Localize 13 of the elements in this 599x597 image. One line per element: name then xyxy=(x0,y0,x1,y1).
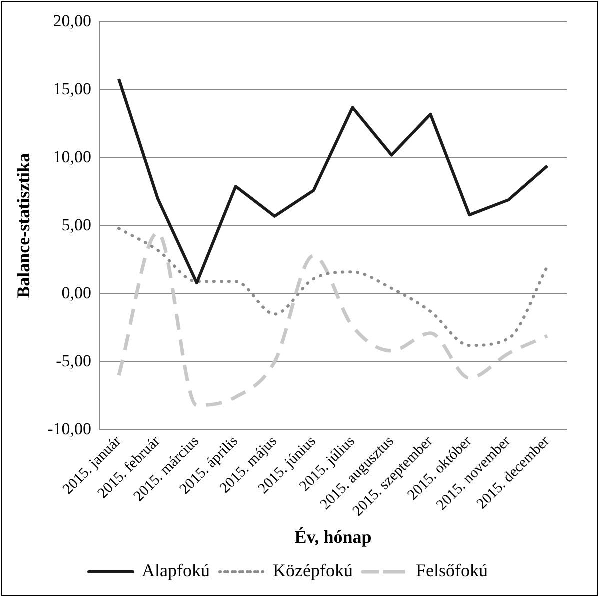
legend-label: Felsőfokú xyxy=(416,560,488,581)
legend-label: Középfokú xyxy=(273,560,353,581)
line-series xyxy=(117,230,550,408)
y-tick-label: -5,00 xyxy=(56,351,92,370)
y-tick-label: 10,00 xyxy=(53,147,92,166)
y-tick-label: 0,00 xyxy=(62,283,92,302)
y-tick-label: 5,00 xyxy=(62,215,92,234)
x-axis-title: Év, hónap xyxy=(294,526,372,547)
y-axis-title: Balance-statisztika xyxy=(13,153,34,298)
y-tick-label: -10,00 xyxy=(48,419,92,438)
legend-label: Alapfokú xyxy=(142,560,210,581)
y-tick-label: 20,00 xyxy=(53,11,92,30)
y-tick-label: 15,00 xyxy=(53,79,92,98)
